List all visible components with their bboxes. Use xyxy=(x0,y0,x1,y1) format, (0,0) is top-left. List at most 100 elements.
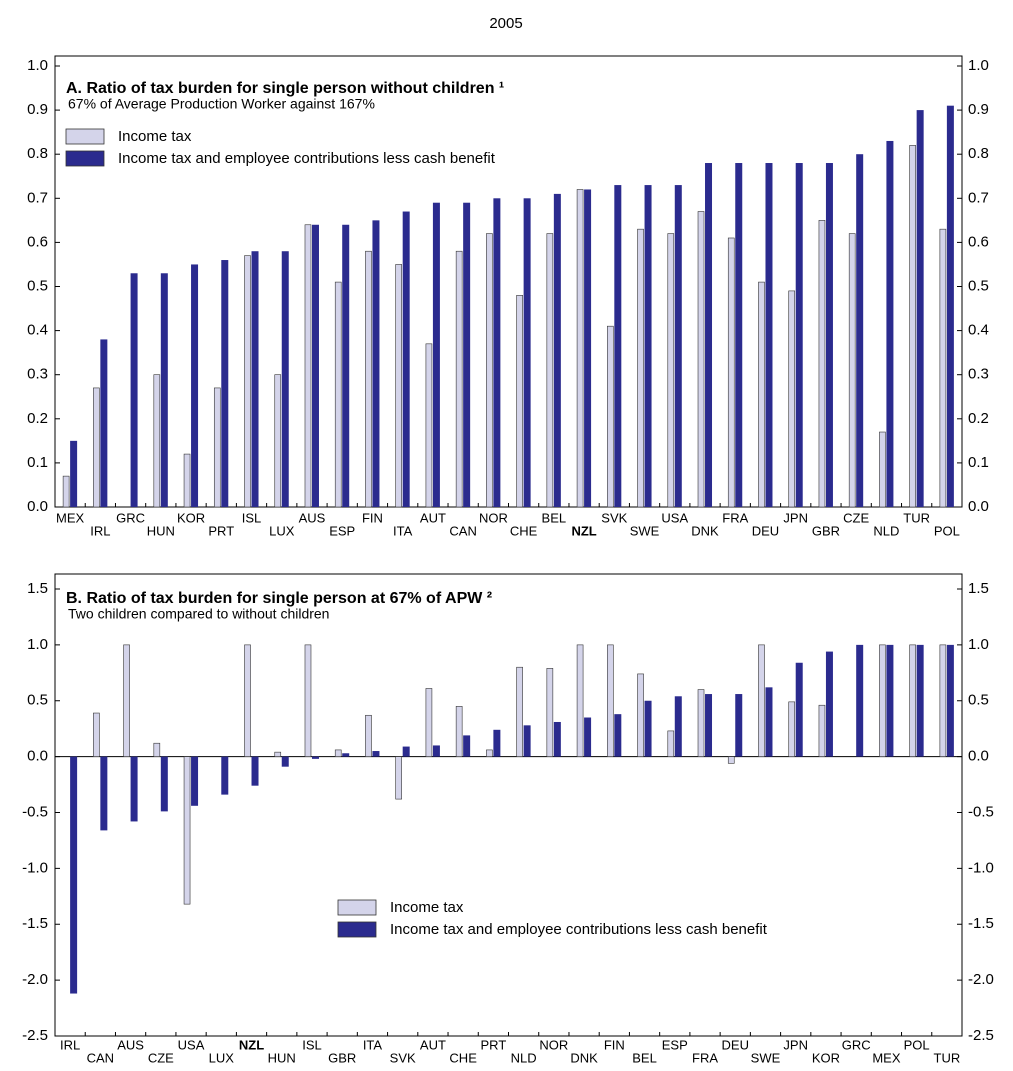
bar xyxy=(825,163,833,507)
y-tick-label: -1.0 xyxy=(22,859,48,876)
bar xyxy=(274,751,282,757)
bar xyxy=(614,714,622,757)
bar xyxy=(886,140,894,507)
panel-subtitle: Two children compared to without childre… xyxy=(68,606,329,622)
bar xyxy=(607,325,614,508)
bar xyxy=(553,721,561,757)
x-tick-label: NOR xyxy=(539,1037,568,1052)
legend-label: Income tax xyxy=(390,899,464,916)
bar xyxy=(425,343,433,508)
bar xyxy=(304,224,312,508)
y-tick-label: 0.0 xyxy=(27,498,48,515)
x-tick-label: FIN xyxy=(362,510,383,525)
bar xyxy=(455,250,463,508)
bar xyxy=(667,730,675,757)
bar xyxy=(463,202,471,507)
y2-tick-label: -1.5 xyxy=(968,915,994,932)
y2-tick-label: 0.2 xyxy=(968,410,989,427)
y2-tick-label: -2.5 xyxy=(968,1027,994,1044)
bar xyxy=(191,264,199,507)
bar xyxy=(493,729,501,757)
bar xyxy=(130,273,138,507)
x-tick-label: LUX xyxy=(269,523,295,538)
x-tick-label: DNK xyxy=(570,1050,598,1065)
bar xyxy=(432,202,440,507)
page-title: 2005 xyxy=(489,15,522,32)
bar xyxy=(886,644,894,757)
x-tick-label: ISL xyxy=(242,510,262,525)
x-tick-label: NLD xyxy=(511,1050,537,1065)
y2-tick-label: 0.3 xyxy=(968,366,989,383)
y-tick-label: 0.0 xyxy=(27,748,48,765)
x-tick-label: ISL xyxy=(302,1037,322,1052)
bar xyxy=(183,756,191,905)
bar xyxy=(160,756,168,812)
bar xyxy=(795,662,803,757)
x-tick-label: SVK xyxy=(390,1050,416,1065)
y-tick-label: 0.4 xyxy=(27,322,48,339)
bar xyxy=(758,281,765,508)
bar xyxy=(486,233,493,508)
y-tick-label: -0.5 xyxy=(22,803,48,820)
x-tick-label: CAN xyxy=(449,523,476,538)
x-tick-label: HUN xyxy=(268,1050,296,1065)
x-tick-label: USA xyxy=(178,1037,205,1052)
x-tick-label: POL xyxy=(904,1037,930,1052)
x-tick-label: GRC xyxy=(842,1037,871,1052)
x-tick-label: AUS xyxy=(117,1037,144,1052)
x-tick-label: NZL xyxy=(239,1037,264,1052)
x-tick-label: ESP xyxy=(662,1037,688,1052)
bar xyxy=(365,714,372,757)
bar xyxy=(123,644,130,757)
x-tick-label: TUR xyxy=(934,1050,961,1065)
bar xyxy=(251,251,259,507)
bar xyxy=(516,666,523,757)
bar xyxy=(160,273,168,507)
bar xyxy=(727,237,735,508)
bar xyxy=(402,746,410,757)
bar xyxy=(637,228,644,508)
bar xyxy=(546,668,554,757)
bar xyxy=(244,644,251,757)
bar xyxy=(909,145,916,508)
y2-tick-label: -1.0 xyxy=(968,859,994,876)
y2-tick-label: 0.6 xyxy=(968,233,989,250)
bar xyxy=(463,735,471,757)
bar xyxy=(493,198,501,508)
panel-title: B. Ratio of tax burden for single person… xyxy=(66,590,492,607)
bar xyxy=(856,644,864,757)
bar xyxy=(311,224,319,507)
bar xyxy=(765,687,773,757)
bar xyxy=(100,756,108,831)
x-tick-label: SWE xyxy=(751,1050,781,1065)
y-tick-label: 1.0 xyxy=(27,636,48,653)
bar xyxy=(788,290,796,508)
bar xyxy=(856,154,864,507)
bar xyxy=(705,694,713,757)
y2-tick-label: 0.4 xyxy=(968,322,989,339)
bar xyxy=(62,475,70,508)
y-tick-label: -2.5 xyxy=(22,1027,48,1044)
bar xyxy=(183,453,191,508)
bar xyxy=(644,185,652,507)
x-tick-label: KOR xyxy=(177,510,205,525)
x-tick-label: FRA xyxy=(722,510,748,525)
x-tick-label: IRL xyxy=(60,1037,80,1052)
x-tick-label: PRT xyxy=(481,1037,507,1052)
x-tick-label: BEL xyxy=(542,510,567,525)
bar xyxy=(584,189,592,508)
bar xyxy=(576,644,584,757)
panel-subtitle: 67% of Average Production Worker against… xyxy=(68,96,375,112)
y2-tick-label: 1.0 xyxy=(968,636,989,653)
bar xyxy=(848,233,856,508)
x-tick-label: DEU xyxy=(722,1037,749,1052)
legend-swatch xyxy=(65,128,105,145)
bar xyxy=(304,644,312,757)
bar xyxy=(946,105,954,507)
y2-tick-label: 0.0 xyxy=(968,748,989,765)
bar xyxy=(93,712,100,757)
x-tick-label: PRT xyxy=(208,523,234,538)
x-tick-label: CHE xyxy=(510,523,538,538)
y2-tick-label: 0.8 xyxy=(968,145,989,162)
